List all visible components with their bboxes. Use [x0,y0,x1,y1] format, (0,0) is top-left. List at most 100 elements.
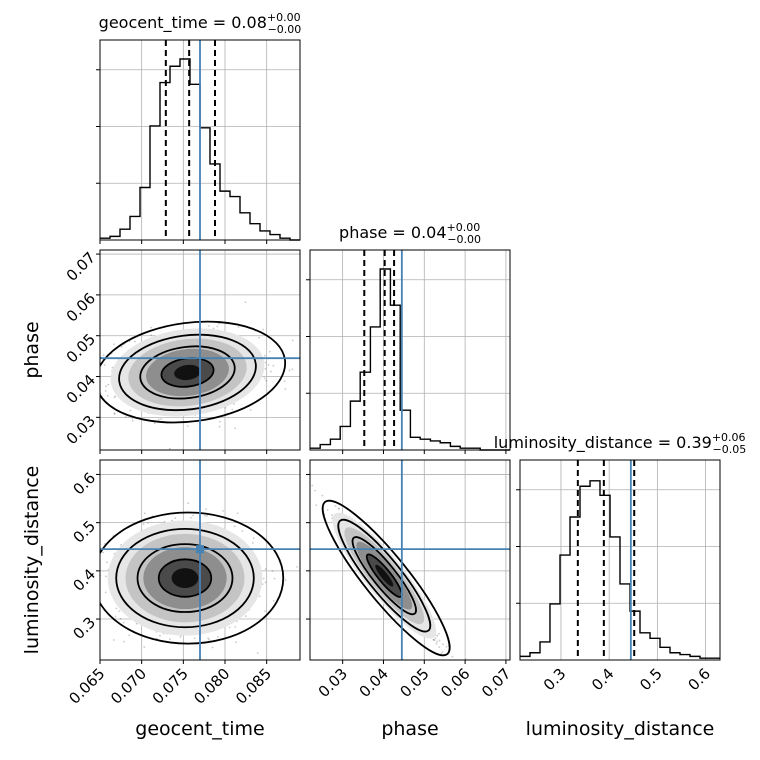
sample-point [264,354,266,357]
x-axis-label: phase [381,718,438,740]
x-tick-label: 0.05 [396,665,432,701]
sample-point [114,395,117,398]
sample-point [155,637,158,640]
sample-point [258,595,261,598]
sample-point [143,512,146,515]
y-tick-label: 0.07 [63,248,99,284]
sample-point [208,325,210,327]
sample-point [163,520,166,523]
sample-point [216,325,219,328]
sample-point [160,418,163,420]
sample-point [271,570,274,572]
sample-point [264,581,267,584]
sample-point [169,638,171,641]
sample-point [338,507,340,510]
panel-title: luminosity_distance = 0.39+0.06 −0.05 [494,431,747,456]
sample-point [435,642,438,645]
sample-point [270,370,272,373]
sample-point [249,409,252,411]
sample-point [104,575,107,578]
x-tick-label: 0.075 [149,665,192,708]
sample-point [131,419,134,422]
density-level [174,364,201,381]
x-tick-label: 0.5 [636,665,666,695]
sample-point [265,379,268,382]
sample-point [115,607,118,610]
contour-line [100,511,285,645]
sample-point [233,525,236,528]
sample-point [272,364,275,367]
sample-point [98,357,100,359]
panel-frame [99,39,301,241]
sample-point [264,568,267,570]
sample-point [244,615,247,618]
sample-point [131,417,134,420]
frames-layer [96,39,721,664]
sample-point [219,420,221,423]
sample-point [217,322,220,325]
contour-line [115,527,255,629]
sample-point [204,514,207,517]
sample-point [433,639,436,642]
sample-point [284,579,287,582]
sample-point [103,363,106,366]
x-tick-label: 0.4 [588,665,618,695]
sample-point [432,638,435,641]
sample-point [244,301,247,304]
sample-point [212,327,215,330]
panel-title: geocent_time = 0.08+0.00 −0.00 [99,11,302,36]
sample-point [314,489,316,492]
sample-point [262,328,264,331]
contour-line [351,536,417,616]
marks-layer [100,40,720,660]
sample-point [153,422,156,425]
sample-point [150,334,153,337]
contour-line [118,333,257,412]
joint-density [98,301,294,458]
x-tick-label: 0.07 [478,665,514,701]
sample-point [168,447,171,450]
sample-point [311,484,314,487]
panel-frame [519,459,721,661]
sample-point [104,591,107,594]
sample-point [122,621,125,624]
sample-point [187,502,190,505]
sample-point [236,512,239,515]
sample-point [331,514,333,517]
sample-point [157,418,160,421]
sample-point [434,637,437,640]
sample-point [234,427,237,430]
sample-point [264,368,267,370]
sample-point [206,514,208,517]
y-tick-label: 0.5 [69,517,99,547]
sample-point [451,655,454,658]
sample-point [216,636,219,638]
x-tick-label: 0.3 [540,665,570,695]
panel-frame [309,459,511,661]
y-tick-label: 0.3 [69,613,99,643]
sample-point [208,638,211,641]
sample-point [128,634,131,637]
y-tick-label: 0.4 [69,565,99,595]
sample-point [438,639,441,642]
sample-point [113,343,115,346]
sample-point [288,369,291,372]
sample-point [268,350,271,353]
sample-point [123,640,125,643]
sample-point [334,505,337,507]
sample-point [119,617,122,620]
sample-point [124,416,127,418]
sample-point [193,637,196,640]
sample-point [264,361,267,364]
sample-point [321,494,324,497]
sample-point [315,504,318,507]
sample-point [129,409,132,412]
sample-point [75,571,77,573]
sample-point [464,658,467,660]
sample-point [222,510,224,512]
contour-line [157,558,213,598]
sample-point [132,456,134,458]
sample-point [147,522,149,524]
sample-point [436,640,438,643]
